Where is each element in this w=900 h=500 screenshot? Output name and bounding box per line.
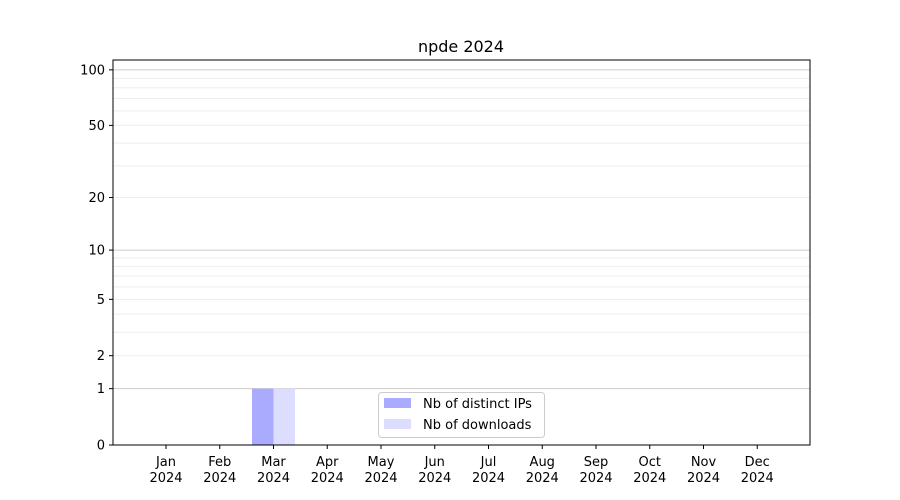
x-tick-label: Jan 2024: [149, 455, 182, 486]
x-tick-label: Apr 2024: [311, 455, 344, 486]
legend-label: Nb of downloads: [423, 418, 532, 433]
grid: [113, 69, 810, 390]
y-axis: 0 1 2 5 10 20 50 100: [80, 63, 113, 454]
x-tick-label: Jun 2024: [418, 455, 451, 486]
y-tick-label: 50: [88, 119, 105, 134]
x-tick-label: Jul 2024: [472, 455, 505, 486]
x-tick-label: Oct 2024: [633, 455, 666, 486]
x-tick-label: Sep 2024: [579, 455, 612, 486]
x-axis: Jan 2024 Feb 2024 Mar 2024 Apr 2024 May 2024 Jun 20…: [149, 445, 774, 486]
legend-swatch: [384, 398, 411, 408]
y-tick-label: 1: [97, 382, 105, 397]
legend-box: [378, 392, 545, 438]
bars: [252, 388, 295, 445]
y-tick-label: 10: [88, 244, 105, 259]
y-tick-label: 20: [88, 191, 105, 206]
plot-frame: [112, 59, 811, 446]
y-tick-label: 0: [97, 439, 105, 454]
bar-distinct-ips: [252, 388, 274, 445]
x-tick-label: Feb 2024: [203, 455, 236, 486]
legend: Nb of distinct IPs Nb of downloads: [378, 392, 545, 438]
y-tick-label: 2: [97, 349, 105, 364]
y-tick-label: 5: [97, 293, 105, 308]
x-tick-label: Aug 2024: [526, 455, 559, 486]
x-tick-label: Dec 2024: [741, 455, 774, 486]
x-tick-label: Mar 2024: [257, 455, 290, 486]
y-tick-label: 100: [80, 63, 105, 78]
bar-downloads: [273, 388, 295, 445]
legend-swatch: [384, 419, 411, 429]
x-tick-label: May 2024: [364, 455, 397, 486]
x-tick-label: Nov 2024: [687, 455, 720, 486]
chart-title: npde 2024: [418, 37, 504, 56]
legend-label: Nb of distinct IPs: [423, 397, 532, 412]
